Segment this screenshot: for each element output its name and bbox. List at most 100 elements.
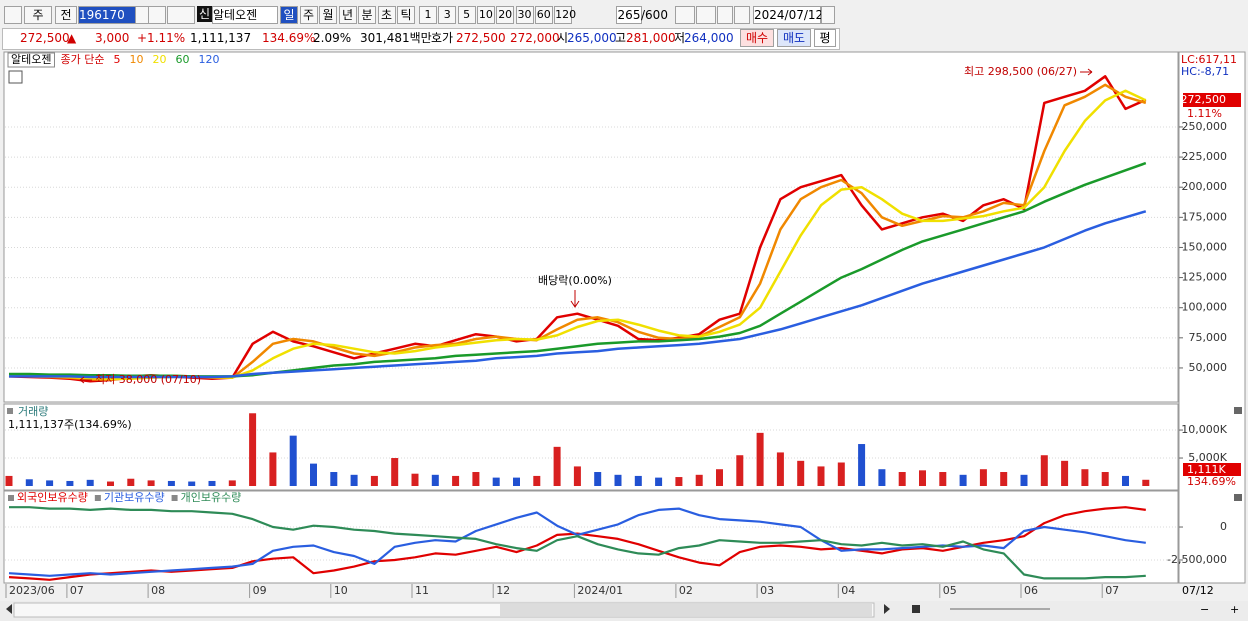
low-label: 저 (674, 31, 686, 45)
x-tick-label: 10 (334, 584, 348, 597)
annotation: 272,500 (1181, 93, 1227, 106)
legend-entry: 개인보유수량 (181, 491, 242, 504)
stop-button[interactable] (912, 605, 920, 613)
panel-icon[interactable] (8, 70, 23, 84)
series-line (8, 506, 1146, 581)
settings-icon[interactable] (734, 6, 750, 24)
end-date: 07/12 (1182, 584, 1214, 597)
x-tick-label: 09 (253, 584, 267, 597)
volume-bar (533, 475, 541, 486)
volume-bar (431, 474, 439, 486)
prev-button[interactable]: 전 (55, 6, 77, 24)
x-tick-label: 2023/06 (9, 584, 55, 597)
volume-bar (147, 480, 155, 486)
interval-button[interactable]: 120 (554, 6, 576, 24)
sell-button[interactable]: 매도 (777, 29, 811, 47)
close-icon[interactable] (1234, 407, 1242, 414)
volume-bar (513, 477, 520, 486)
stock-name[interactable]: 알테오젠 (212, 6, 278, 24)
avg-button[interactable]: 평 (814, 29, 836, 47)
volume-bar (817, 466, 825, 486)
y-tick-label: 0 (1220, 520, 1227, 533)
annotation: 최고 298,500 (06/27) (964, 65, 1077, 78)
calendar-icon[interactable] (821, 6, 835, 24)
amount: 301,481백만 (360, 31, 432, 45)
interval-button[interactable]: 5 (457, 6, 476, 24)
volume-ratio: 134.69% (262, 31, 316, 45)
interval-button[interactable]: 30 (515, 6, 534, 24)
volume-bar (188, 481, 196, 486)
search-icon[interactable] (148, 6, 166, 24)
volume-bar (492, 477, 500, 486)
volume-bar (573, 466, 581, 486)
annotation: 1.11% (1187, 107, 1222, 120)
interval-button[interactable]: 20 (496, 6, 515, 24)
volume-bar (167, 480, 175, 486)
code-input[interactable]: 196170 (78, 6, 136, 24)
volume-bar (979, 469, 987, 486)
volume-bar (310, 463, 317, 486)
unit-button[interactable]: 틱 (397, 6, 415, 24)
volume-bar (776, 452, 784, 486)
volume-bar (797, 460, 805, 486)
arrow (570, 290, 580, 308)
close-icon[interactable] (1234, 494, 1242, 501)
volume-bar (716, 469, 723, 486)
volume-bar (695, 474, 703, 486)
legend-box (8, 495, 14, 501)
scroll-right[interactable] (884, 604, 890, 614)
arrow: ▲ (67, 31, 77, 45)
sound-icon[interactable] (167, 6, 195, 24)
annotation: LC:617,11 (1181, 53, 1237, 66)
volume-bar (330, 472, 338, 486)
interval-button[interactable]: 60 (534, 6, 553, 24)
legend-entry: 120 (198, 53, 219, 66)
unit-button[interactable]: 일 (280, 6, 298, 24)
volume-bar (1040, 455, 1048, 486)
ask: 272,500 (456, 31, 506, 45)
scroll-thumb[interactable] (500, 604, 872, 616)
ask-label: 호가 (431, 31, 454, 45)
volume-bar (228, 480, 236, 486)
dropdown[interactable] (135, 6, 149, 24)
interval-button[interactable]: 3 (438, 6, 457, 24)
unit-button[interactable]: 분 (358, 6, 376, 24)
date-input[interactable]: 2024/07/12 (753, 6, 824, 24)
unit-button[interactable]: 년 (338, 6, 357, 24)
price-tag (1183, 93, 1241, 107)
unit-button[interactable]: 초 (377, 6, 396, 24)
interval-button[interactable]: 10 (476, 6, 495, 24)
series-line (8, 507, 1146, 577)
menu-icon[interactable] (4, 6, 22, 24)
annotation: 134.69% (1187, 475, 1236, 488)
volume-bar (898, 472, 906, 486)
volume-bar (594, 472, 602, 486)
x-tick-label: 11 (415, 584, 429, 597)
buy-button[interactable]: 매수 (740, 29, 774, 47)
new-badge: 신 (197, 6, 213, 22)
volume-bar (1122, 475, 1129, 486)
unit-button[interactable]: 주 (299, 6, 318, 24)
bid: 272,000 (510, 31, 560, 45)
period-select[interactable]: 주 (24, 6, 52, 24)
volume-bar (472, 472, 480, 486)
volume-bar (127, 478, 135, 486)
volume-bar (66, 480, 74, 486)
scroll-left[interactable] (6, 604, 12, 614)
count-input[interactable]: 265 (616, 6, 642, 24)
rate: +1.11% (137, 31, 186, 45)
save-icon[interactable] (717, 6, 733, 24)
interval-button[interactable]: 1 (419, 6, 437, 24)
volume-bar (289, 435, 297, 486)
quote-bar (2, 28, 840, 50)
zoom-in[interactable]: + (1230, 603, 1239, 616)
panel-subtitle: 1,111,137주(134.69%) (8, 418, 132, 431)
zoom-out[interactable]: − (1200, 603, 1209, 616)
x-tick-label: 12 (496, 584, 510, 597)
tool-icon[interactable] (696, 6, 716, 24)
tool-icon[interactable] (675, 6, 695, 24)
annotation: HC:-8,71 (1181, 65, 1229, 78)
volume-bar (1061, 460, 1069, 486)
unit-button[interactable]: 월 (319, 6, 337, 24)
